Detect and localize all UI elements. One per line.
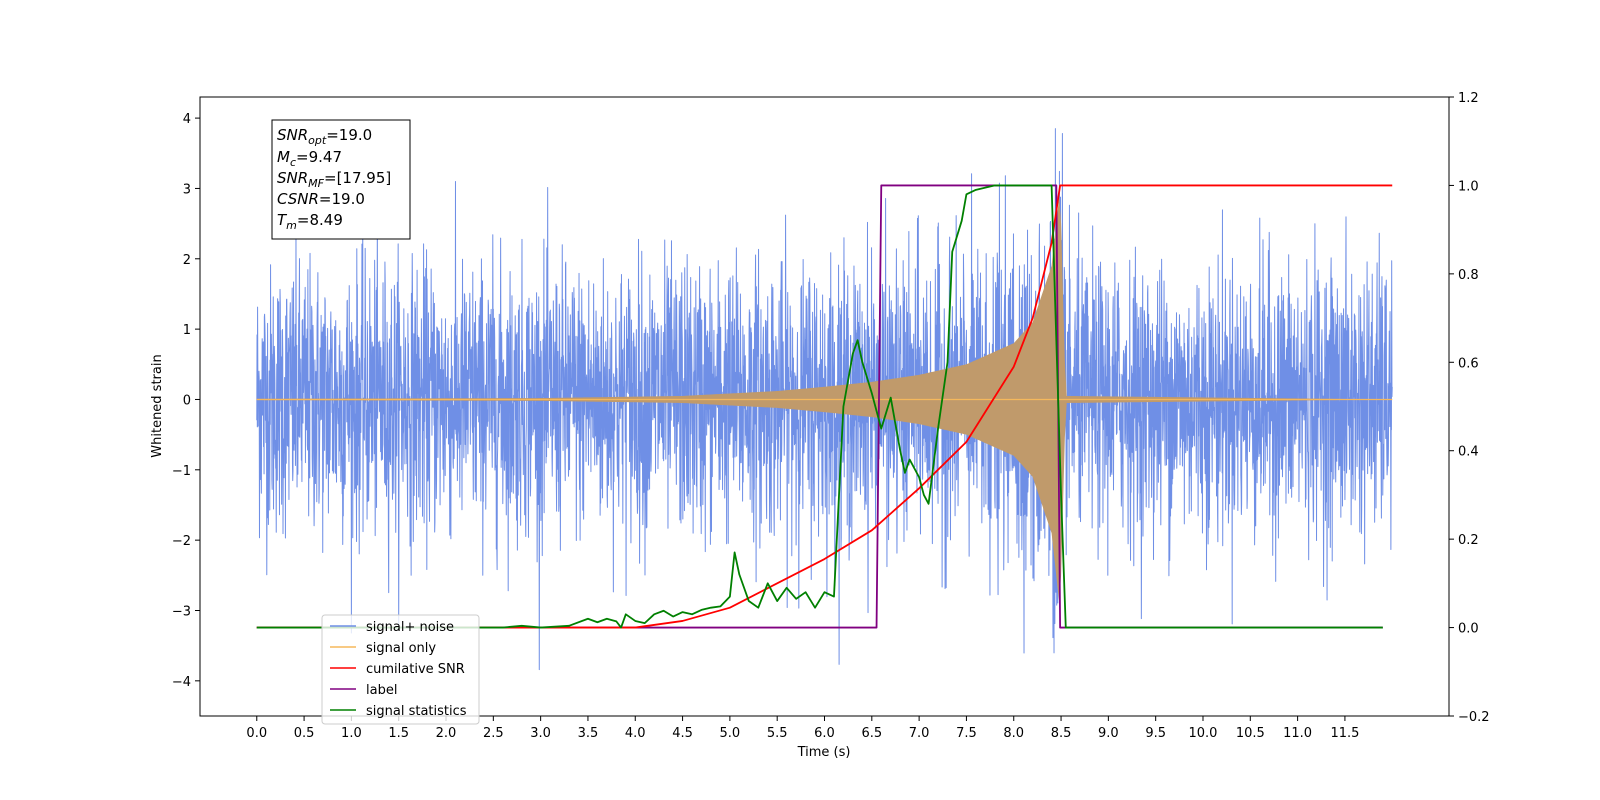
legend-entry: signal only	[366, 641, 436, 656]
x-tick-label: 7.5	[956, 726, 977, 741]
x-tick-label: 2.0	[436, 726, 457, 741]
x-tick-label: 11.5	[1330, 726, 1359, 741]
annotation-line: SNRopt=19.0	[277, 126, 372, 147]
x-tick-label: 4.5	[672, 726, 693, 741]
legend-entry: label	[366, 683, 397, 698]
x-tick-label: 8.5	[1051, 726, 1072, 741]
x-tick-label: 0.5	[294, 726, 315, 741]
y2-tick-label: 0.8	[1458, 268, 1479, 283]
y-axis-label: Whitened strain	[150, 354, 165, 457]
x-tick-label: 4.0	[625, 726, 646, 741]
y-axis-ticks: 4 3 2 1 0 −1 −2 −3 −4	[172, 112, 200, 690]
y-tick-label: 1	[183, 323, 191, 338]
x-tick-label: 6.5	[861, 726, 882, 741]
x-tick-label: 3.0	[530, 726, 551, 741]
y-tick-label: −2	[172, 534, 191, 549]
x-tick-label: 9.5	[1145, 726, 1166, 741]
x-tick-label: 8.0	[1003, 726, 1024, 741]
annotation-line: Mc=9.47	[277, 148, 342, 169]
x-tick-label: 0.0	[246, 726, 267, 741]
x-tick-label: 10.5	[1236, 726, 1265, 741]
y2-tick-label: 0.4	[1458, 445, 1479, 460]
x-tick-label: 5.0	[720, 726, 741, 741]
x-axis-ticks: 0.0 0.5 1.0 1.5 2.0 2.5 3.0 3.5 4.0 4.5 5.0 5.5 6.0 6…	[246, 716, 1359, 741]
legend-entry: cumilative SNR	[366, 662, 465, 677]
annotation-box: SNRopt=19.0Mc=9.47SNRMF=[17.95]CSNR=19.0…	[271, 119, 411, 240]
y-tick-label: −1	[172, 464, 191, 479]
x-tick-label: 5.5	[767, 726, 788, 741]
y-tick-label: 0	[183, 393, 191, 408]
annotation-line: Tm=8.49	[277, 211, 343, 232]
y-tick-label: −3	[172, 604, 191, 619]
y-tick-label: −4	[172, 675, 191, 690]
y2-tick-label: −0.2	[1458, 710, 1490, 725]
x-tick-label: 2.5	[483, 726, 504, 741]
y-tick-label: 3	[183, 182, 191, 197]
y2-tick-label: 0.2	[1458, 533, 1479, 548]
legend: signal+ noise signal only cumilative SNR la…	[321, 614, 480, 725]
x-tick-label: 3.5	[578, 726, 599, 741]
y2-tick-label: 1.2	[1458, 91, 1479, 106]
y2-tick-label: 0.0	[1458, 622, 1479, 637]
legend-entry: signal statistics	[366, 704, 467, 719]
x-tick-label: 7.0	[909, 726, 930, 741]
y2-tick-label: 1.0	[1458, 179, 1479, 194]
series-signal-statistics	[256, 184, 1383, 629]
x-tick-label: 10.0	[1189, 726, 1218, 741]
x-axis-label: Time (s)	[797, 745, 851, 760]
x-tick-label: 1.0	[341, 726, 362, 741]
y-tick-label: 2	[183, 253, 191, 268]
annotation-line: SNRMF=[17.95]	[277, 169, 391, 190]
y2-axis-ticks: 1.2 1.0 0.8 0.6 0.4 0.2 0.0 −0.2	[1449, 91, 1490, 725]
y2-tick-label: 0.6	[1458, 356, 1479, 371]
x-tick-label: 9.0	[1098, 726, 1119, 741]
x-tick-label: 1.5	[388, 726, 409, 741]
series-cumilative-snr	[256, 184, 1393, 629]
annotation-line: CSNR=19.0	[277, 190, 365, 208]
y-tick-label: 4	[183, 112, 191, 127]
series-layer	[256, 128, 1393, 671]
x-tick-label: 11.0	[1283, 726, 1312, 741]
x-tick-label: 6.0	[814, 726, 835, 741]
legend-entry: signal+ noise	[366, 620, 454, 635]
